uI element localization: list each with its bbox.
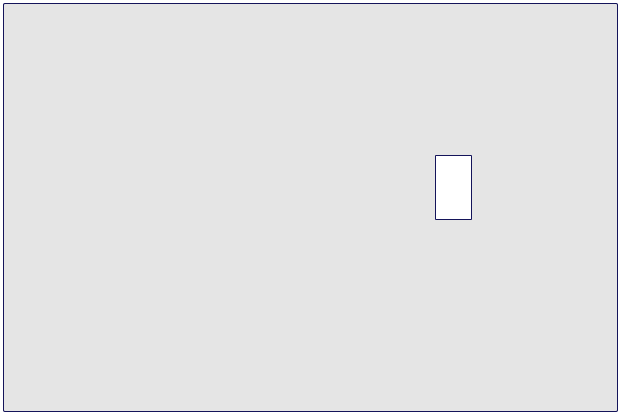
target-rectangle[interactable]: [435, 155, 472, 220]
canvas-area: [3, 3, 618, 412]
